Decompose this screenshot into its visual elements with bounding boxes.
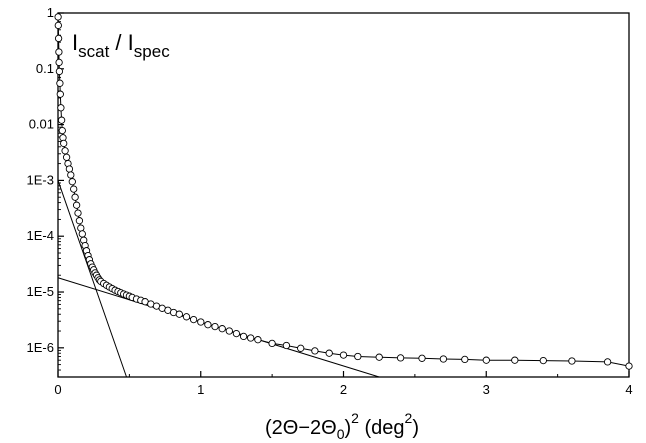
inner-title-sub2: spec bbox=[134, 42, 170, 61]
data-point bbox=[218, 325, 226, 333]
x-axis-title-exp: 2 bbox=[351, 410, 359, 426]
data-point bbox=[375, 353, 383, 361]
data-point bbox=[182, 313, 191, 321]
data-point bbox=[54, 34, 63, 43]
data-point bbox=[603, 358, 612, 366]
data-point bbox=[74, 209, 82, 217]
data-point bbox=[232, 329, 241, 338]
inner-title-sep: / bbox=[109, 30, 127, 55]
y-tick-label-4: 1E-4 bbox=[27, 228, 54, 243]
data-point bbox=[72, 201, 81, 209]
data-point bbox=[61, 147, 69, 155]
data-point bbox=[68, 178, 76, 186]
x-tick-label-4: 4 bbox=[625, 382, 632, 397]
data-point bbox=[625, 362, 633, 370]
inner-title: Iscat / Ispec bbox=[72, 30, 170, 61]
data-point bbox=[56, 90, 64, 98]
data-point bbox=[197, 318, 205, 326]
x-axis-title-sub: 0 bbox=[337, 426, 345, 442]
data-point bbox=[439, 355, 448, 363]
y-tick-label-2: 0.01 bbox=[29, 117, 54, 132]
data-point bbox=[70, 185, 78, 193]
data-point bbox=[311, 347, 319, 355]
plot-area-frame bbox=[57, 12, 630, 378]
data-point bbox=[297, 344, 305, 352]
fit-lines bbox=[57, 180, 380, 378]
y-tick-label-0: 1 bbox=[47, 5, 54, 20]
data-point bbox=[204, 321, 212, 329]
data-point bbox=[71, 193, 79, 201]
series-line-0 bbox=[57, 16, 630, 367]
data-point bbox=[60, 139, 68, 148]
y-tick-label-3: 1E-3 bbox=[27, 172, 54, 187]
x-axis-title: (2Θ−2Θ0)2 (deg2) bbox=[265, 410, 419, 442]
data-point bbox=[396, 354, 405, 362]
data-point bbox=[247, 334, 255, 342]
data-point bbox=[511, 356, 519, 364]
data-point bbox=[418, 354, 426, 362]
data-point bbox=[58, 126, 66, 135]
x-axis-title-unit: (deg bbox=[359, 417, 405, 439]
x-axis-title-unit-close: ) bbox=[412, 417, 419, 439]
data-point bbox=[239, 332, 248, 341]
inner-title-main2: I bbox=[128, 30, 134, 55]
x-tick-label-0: 0 bbox=[54, 382, 61, 397]
inner-title-main1: I bbox=[72, 30, 78, 55]
y-tick-label-6: 1E-6 bbox=[27, 340, 54, 355]
data-series bbox=[54, 13, 633, 370]
data-point bbox=[282, 341, 291, 350]
x-tick-label-3: 3 bbox=[483, 382, 490, 397]
data-point bbox=[65, 165, 74, 173]
data-point bbox=[268, 339, 276, 348]
data-point bbox=[225, 327, 233, 335]
x-axis-title-close: ) bbox=[344, 417, 351, 439]
y-tick-label-5: 1E-5 bbox=[27, 284, 54, 299]
data-point bbox=[461, 355, 469, 364]
data-point bbox=[568, 357, 576, 365]
data-point bbox=[539, 356, 547, 365]
data-point bbox=[57, 116, 66, 124]
data-point bbox=[482, 356, 490, 364]
data-point bbox=[55, 67, 64, 76]
data-point bbox=[55, 58, 63, 67]
data-point bbox=[54, 13, 62, 21]
fit-line-0 bbox=[57, 180, 127, 378]
data-point bbox=[175, 310, 183, 318]
data-point bbox=[57, 104, 65, 112]
x-axis-title-pre: (2Θ−2Θ bbox=[265, 417, 337, 439]
axis-ticks: 0 1 2 3 4 1 0.1 0.01 1E-3 1E-4 1E-5 1E-6 bbox=[27, 5, 633, 397]
data-point bbox=[189, 315, 198, 324]
data-point bbox=[339, 351, 348, 359]
data-point bbox=[325, 349, 333, 357]
data-point bbox=[67, 171, 75, 179]
x-tick-label-2: 2 bbox=[340, 382, 347, 397]
data-point bbox=[55, 48, 63, 56]
x-axis-title-unit-exp: 2 bbox=[405, 410, 413, 426]
y-tick-label-1: 0.1 bbox=[36, 61, 54, 76]
data-point bbox=[354, 352, 362, 361]
data-point bbox=[211, 322, 219, 331]
x-tick-label-1: 1 bbox=[197, 382, 204, 397]
inner-title-sub1: scat bbox=[78, 42, 109, 61]
data-point bbox=[254, 336, 262, 344]
data-point bbox=[75, 217, 84, 225]
data-point bbox=[78, 230, 86, 238]
data-point bbox=[54, 21, 62, 30]
data-point bbox=[62, 153, 71, 161]
data-point bbox=[56, 79, 64, 87]
